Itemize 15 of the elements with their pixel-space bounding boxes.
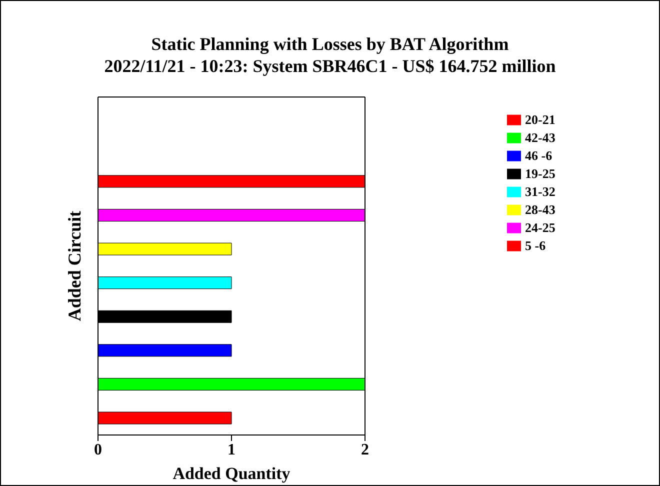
y-axis-title: Added Circuit [64, 210, 84, 322]
chart-subtitle: 2022/11/21 - 10:23: System SBR46C1 - US$ 164.752 million [103, 55, 557, 77]
x-tick-label: 1 [228, 441, 236, 458]
legend-label: 19-25 [525, 166, 556, 181]
legend-label: 28-43 [525, 202, 556, 217]
chart-title: Static Planning with Losses by BAT Algorithm [150, 33, 510, 55]
legend-label: 46 -6 [525, 148, 552, 163]
legend-label: 42-43 [525, 130, 556, 145]
x-tick-label: 0 [94, 441, 102, 458]
legend-label: 5 -6 [525, 238, 546, 253]
x-axis-title: Added Quantity [172, 464, 291, 483]
x-tick-label: 2 [361, 441, 369, 458]
legend-label: 20-21 [525, 112, 556, 127]
legend-label: 31-32 [525, 184, 556, 199]
legend-label: 24-25 [525, 220, 556, 235]
